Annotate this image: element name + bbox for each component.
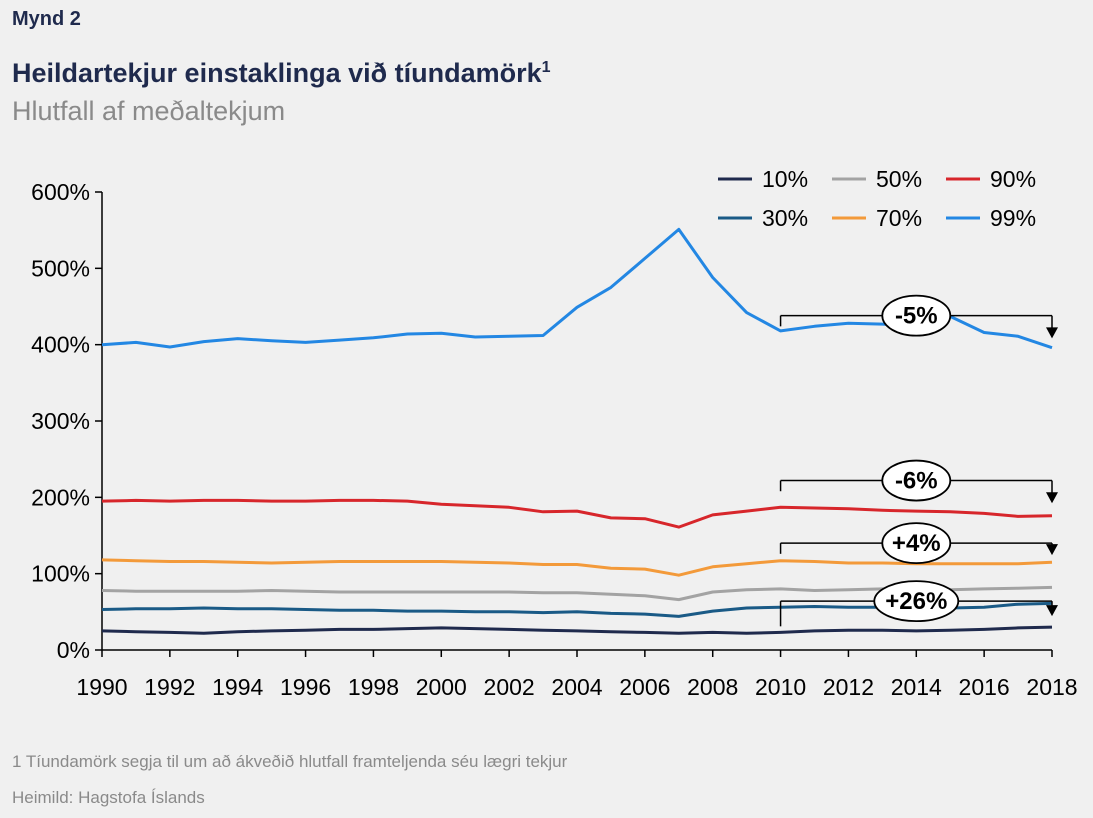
annotation-badge (873, 580, 960, 623)
x-tick-label: 2004 (551, 674, 602, 700)
legend-item-90pct: 90% (946, 166, 1036, 192)
x-tick-label: 2014 (891, 674, 942, 700)
series-line-90pct (101, 498, 1053, 529)
arrow-head-icon (1046, 492, 1058, 504)
annotation-badge (881, 522, 952, 565)
x-tick-label: 2018 (1026, 674, 1077, 700)
legend-item-30pct: 30% (718, 205, 808, 231)
chart-subtitle: Hlutfall af meðaltekjum (12, 96, 286, 126)
y-tick-label: 600% (31, 179, 90, 205)
y-tick-label: 100% (31, 561, 90, 587)
x-tick-label: 2008 (687, 674, 738, 700)
footnote: 1 Tíundamörk segja til um að ákveðið hlu… (12, 752, 568, 771)
legend: 10% 30% 50% 70% 90% 99% (718, 166, 1036, 231)
annotation-bracket: -6% (779, 459, 1058, 504)
annotation-badge (881, 459, 952, 502)
chart-title: Heildartekjur einstaklinga við tíundamör… (12, 58, 551, 88)
line-chart: 0% 100% 200% 300% 400% 500% 600% 1990 1992 1994 19… (31, 166, 1077, 700)
y-tick-label: 400% (31, 332, 90, 358)
y-tick-label: 200% (31, 484, 90, 510)
legend-label: 30% (762, 205, 808, 231)
legend-item-99pct: 99% (946, 205, 1036, 231)
annotation-label: -6% (895, 468, 938, 495)
y-tick-label: 0% (57, 637, 90, 663)
x-tick-label: 1998 (348, 674, 399, 700)
title-footnote-mark: 1 (541, 59, 551, 76)
x-tick-label: 2006 (619, 674, 670, 700)
y-tick-label: 300% (31, 408, 90, 434)
legend-label: 50% (876, 166, 922, 192)
legend-label: 90% (990, 166, 1036, 192)
arrow-head-icon (1046, 327, 1058, 339)
legend-label: 99% (990, 205, 1036, 231)
legend-item-50pct: 50% (832, 166, 922, 192)
arrow-head-icon (1046, 544, 1058, 556)
legend-label: 10% (762, 166, 808, 192)
x-tick-label: 2016 (959, 674, 1010, 700)
annotation-bracket: +26% (779, 580, 1058, 627)
source-note: Heimild: Hagstofa Íslands (12, 788, 205, 807)
legend-label: 70% (876, 205, 922, 231)
annotation-label: +26% (885, 588, 947, 615)
x-tick-label: 1994 (212, 674, 263, 700)
x-tick-label: 1996 (280, 674, 331, 700)
annotation-badge (881, 294, 952, 337)
series-line-70pct (101, 558, 1053, 577)
annotation-label: +4% (892, 530, 941, 557)
legend-item-70pct: 70% (832, 205, 922, 231)
annotation-label: -5% (895, 303, 938, 330)
x-tick-label: 2012 (823, 674, 874, 700)
x-tick-label: 2000 (416, 674, 467, 700)
x-tick-label: 1992 (144, 674, 195, 700)
x-tick-label: 1990 (76, 674, 127, 700)
legend-item-10pct: 10% (718, 166, 808, 192)
axes: 0% 100% 200% 300% 400% 500% 600% 1990 1992 1994 19… (31, 179, 1077, 700)
series-lines (101, 227, 1053, 635)
annotation-bracket: -5% (779, 294, 1058, 339)
figure-label: Mynd 2 (12, 8, 81, 30)
x-tick-label: 2002 (484, 674, 535, 700)
annotation-bracket: +4% (779, 522, 1058, 565)
y-tick-label: 500% (31, 255, 90, 281)
series-line-10pct (101, 625, 1053, 635)
change-annotations: -5% -6% +4% +26% (779, 294, 1058, 627)
arrow-head-icon (1046, 605, 1058, 617)
x-tick-label: 2010 (755, 674, 806, 700)
